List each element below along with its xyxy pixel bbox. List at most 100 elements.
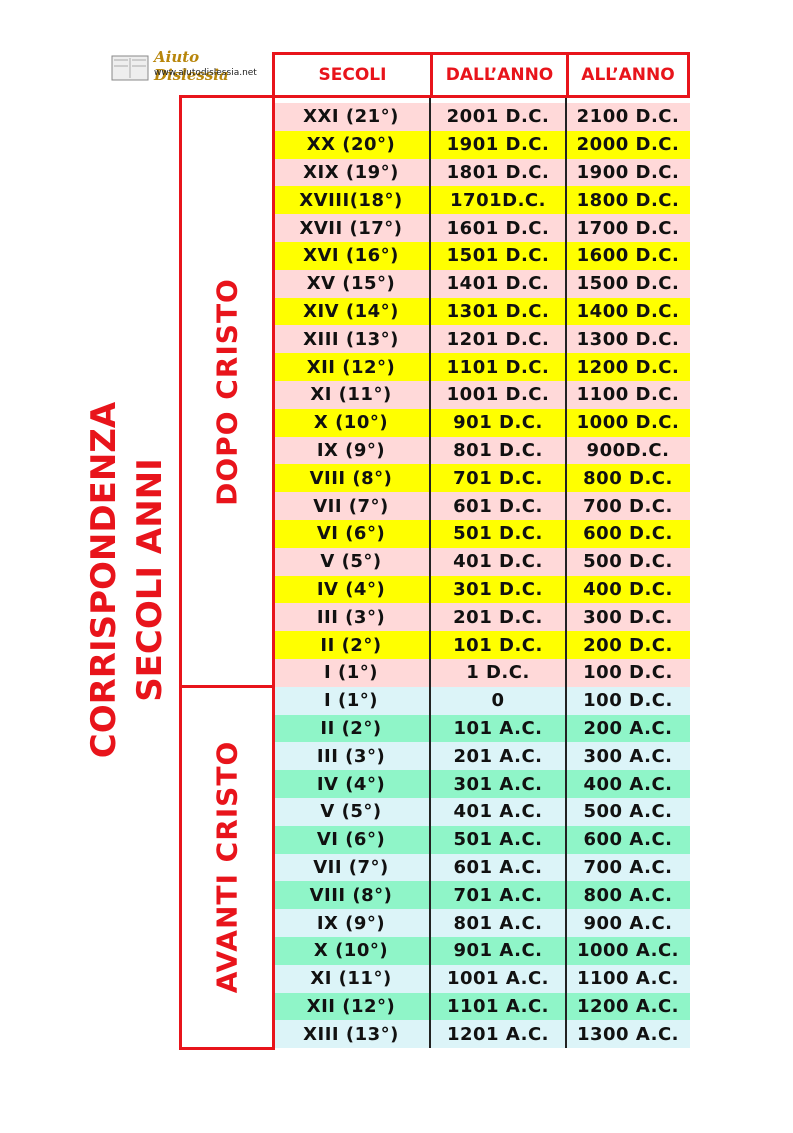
table-cell: I (1°) <box>324 690 378 712</box>
page-title: CORRISPONDENZA SECOLI ANNI <box>81 402 173 759</box>
column-divider <box>429 98 431 1049</box>
table-cell: 2001 D.C. <box>446 106 550 128</box>
table-cell: X (10°) <box>313 940 389 962</box>
table-row <box>275 853 690 882</box>
table-cell: X (10°) <box>313 412 389 434</box>
table-cell: II (2°) <box>320 717 382 739</box>
table-cell: 501 D.C. <box>453 523 543 545</box>
table-cell: 1000 A.C. <box>576 940 679 962</box>
table-cell: 701 A.C. <box>453 884 543 906</box>
table-row <box>275 964 690 993</box>
table-cell: 700 A.C. <box>583 856 673 878</box>
table-cell: V (5°) <box>320 801 382 823</box>
table-row <box>275 130 690 159</box>
table-cell: 200 D.C. <box>583 634 673 656</box>
table-row <box>275 353 690 381</box>
table-cell: 1500 D.C. <box>576 273 680 295</box>
table-cell: 1901 D.C. <box>446 134 550 156</box>
table-row <box>275 881 690 910</box>
table-cell: I (1°) <box>324 662 378 684</box>
table-cell: 1100 D.C. <box>576 384 680 406</box>
table-row <box>275 992 690 1021</box>
table-cell: 1001 D.C. <box>446 384 550 406</box>
header-cell: ALL’ANNO <box>566 52 690 98</box>
table-row <box>275 659 690 687</box>
table-row <box>275 770 690 798</box>
table-cell: 400 D.C. <box>583 578 673 600</box>
table-cell: II (2°) <box>320 634 382 656</box>
table-cell: 800 A.C. <box>583 884 673 906</box>
table-cell: IX (9°) <box>316 439 386 461</box>
table-row <box>275 269 690 298</box>
table-cell: 1201 D.C. <box>446 328 550 350</box>
table-cell: 1801 D.C. <box>446 161 550 183</box>
table-cell: 201 D.C. <box>453 606 543 628</box>
table-cell: 600 A.C. <box>583 829 673 851</box>
table-cell: 601 A.C. <box>453 856 543 878</box>
group-label: AVANTI CRISTO <box>210 741 244 994</box>
table-cell: VI (6°) <box>316 523 386 545</box>
table-row <box>275 1020 690 1049</box>
table-cell: 1001 A.C. <box>446 968 549 990</box>
table-cell: V (5°) <box>320 551 382 573</box>
table-cell: 301 A.C. <box>453 773 543 795</box>
table-row <box>275 158 690 187</box>
table-cell: 201 A.C. <box>453 745 543 767</box>
table-cell: 1201 A.C. <box>446 1023 549 1045</box>
table-cell: III (3°) <box>316 745 386 767</box>
table-cell: 1601 D.C. <box>446 217 550 239</box>
table-cell: VII (7°) <box>313 495 389 517</box>
table-row <box>275 186 690 215</box>
table-row <box>275 492 690 520</box>
table-cell: 901 D.C. <box>453 412 543 434</box>
table-cell: 1300 A.C. <box>576 1023 679 1045</box>
title-line: SECOLI ANNI <box>130 458 170 702</box>
table-cell: 2100 D.C. <box>576 106 680 128</box>
table-cell: VII (7°) <box>313 856 389 878</box>
table-cell: 101 D.C. <box>453 634 543 656</box>
table-cell: 800 D.C. <box>583 467 673 489</box>
table-cell: 1401 D.C. <box>446 273 550 295</box>
table-cell: 2000 D.C. <box>576 134 680 156</box>
table-cell: 401 D.C. <box>453 551 543 573</box>
table-cell: VIII (8°) <box>309 467 393 489</box>
table-cell: XVII (17°) <box>299 217 403 239</box>
table-cell: IV (4°) <box>316 578 386 600</box>
table-row <box>275 242 690 270</box>
table-cell: XIII (13°) <box>303 328 399 350</box>
table-cell: 400 A.C. <box>583 773 673 795</box>
table-cell: 1 D.C. <box>466 662 530 684</box>
table-row <box>275 297 690 326</box>
table-cell: 1100 A.C. <box>576 968 679 990</box>
table-cell: 300 A.C. <box>583 745 673 767</box>
table-row <box>275 520 690 548</box>
table-row <box>275 547 690 576</box>
table-cell: 500 A.C. <box>583 801 673 823</box>
table-cell: 1700 D.C. <box>576 217 680 239</box>
group-box: AVANTI CRISTO <box>179 684 275 1051</box>
table-cell: 1101 D.C. <box>446 356 550 378</box>
table-cell: 1200 A.C. <box>576 995 679 1017</box>
table-row <box>275 714 690 743</box>
table-cell: VIII (8°) <box>309 884 393 906</box>
table-cell: XII (12°) <box>306 356 396 378</box>
table-cell: 1900 D.C. <box>576 161 680 183</box>
group-box: DOPO CRISTO <box>179 95 275 689</box>
table-cell: 601 D.C. <box>453 495 543 517</box>
table-cell: XIV (14°) <box>303 300 399 322</box>
table-row <box>275 214 690 242</box>
table-cell: VI (6°) <box>316 829 386 851</box>
table-cell: 801 D.C. <box>453 439 543 461</box>
table-cell: 1101 A.C. <box>446 995 549 1017</box>
table-cell: XII (12°) <box>306 995 396 1017</box>
table-row <box>275 575 690 604</box>
group-label: DOPO CRISTO <box>210 278 244 506</box>
table-cell: 200 A.C. <box>583 717 673 739</box>
table-cell: IV (4°) <box>316 773 386 795</box>
table-row <box>275 686 690 715</box>
table-cell: 901 A.C. <box>453 940 543 962</box>
title-line: CORRISPONDENZA <box>84 401 124 759</box>
column-divider <box>565 98 567 1049</box>
table-cell: 701 D.C. <box>453 467 543 489</box>
